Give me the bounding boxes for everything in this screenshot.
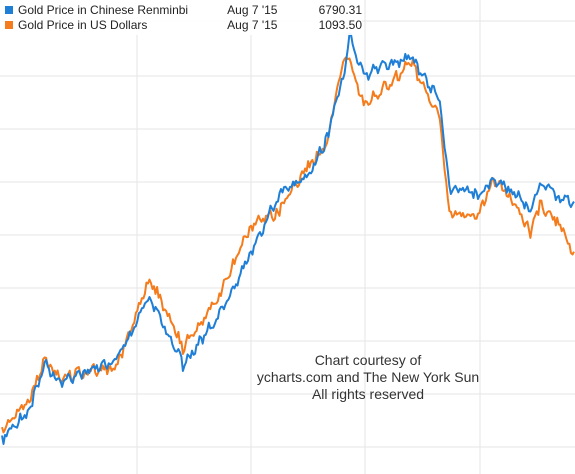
credit-line-1: Chart courtesy of xyxy=(314,352,422,368)
legend-value-renminbi: 6790.31 xyxy=(318,2,363,17)
credit-line-3: All rights reserved xyxy=(311,386,425,402)
legend-name-renminbi: Gold Price in Chinese Renminbi xyxy=(18,2,189,17)
series-lines xyxy=(1,32,575,445)
legend-value-usd: 1093.50 xyxy=(318,17,363,32)
legend-date-renminbi: Aug 7 '15 xyxy=(227,2,278,17)
legend-row-renminbi: Gold Price in Chinese Renminbi Aug 7 '15… xyxy=(0,2,362,17)
legend-date-usd: Aug 7 '15 xyxy=(227,17,278,32)
legend-name-usd: Gold Price in US Dollars xyxy=(18,17,148,32)
legend: Gold Price in Chinese Renminbi Aug 7 '15… xyxy=(0,0,362,35)
series-line-renminbi xyxy=(1,32,575,445)
legend-swatch-renminbi xyxy=(5,5,13,14)
legend-swatch-usd xyxy=(5,20,13,29)
chart-credit: Chart courtesy of ycharts.com and The Ne… xyxy=(238,352,498,403)
legend-row-usd: Gold Price in US Dollars Aug 7 '15 1093.… xyxy=(0,17,362,32)
series-line-usd xyxy=(1,56,575,434)
credit-line-2: ycharts.com and The New York Sun xyxy=(256,369,480,385)
